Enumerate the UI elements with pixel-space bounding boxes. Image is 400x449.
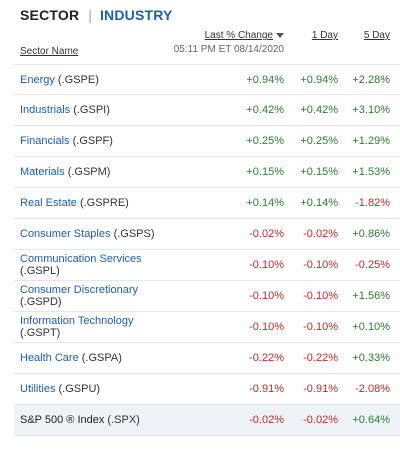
table-row: Real Estate (.GSPRE) +0.14% +0.14% -1.82… — [14, 188, 400, 219]
sector-name: Health Care — [20, 352, 79, 364]
table-row: Materials (.GSPM) +0.15% +0.15% +1.53% — [14, 157, 400, 188]
table-row: Energy (.GSPE) +0.94% +0.94% +2.28% — [14, 64, 400, 95]
timestamp: 05:11 PM ET 08/14/2020 — [173, 44, 284, 55]
sector-link[interactable]: Materials (.GSPM) — [20, 157, 180, 187]
sort-desc-icon — [276, 32, 284, 38]
sector-ticker: (.GSPT) — [20, 327, 61, 339]
table-row: Consumer Discretionary (.GSPD) -0.10% -0.… — [14, 281, 400, 312]
five-day-value: +3.10% — [352, 104, 390, 116]
sector-link[interactable]: Energy (.GSPE) — [20, 65, 180, 94]
last-change-value: -0.02% — [249, 228, 284, 240]
column-header-1-day-label: 1 Day — [311, 30, 338, 41]
sector-name: Information Technology — [20, 315, 134, 327]
last-change-value: +0.14% — [246, 197, 284, 209]
five-day-value: +2.28% — [352, 73, 390, 86]
column-header-5-day-label: 5 Day — [363, 30, 390, 41]
one-day-value: +0.42% — [300, 104, 338, 116]
sector-name: Financials — [20, 135, 70, 147]
sector-name: Industrials — [20, 104, 71, 116]
sector-link[interactable]: Information Technology (.GSPT) — [20, 312, 180, 342]
sector-ticker: (.GSPL) — [20, 265, 60, 277]
sector-link[interactable]: Health Care (.GSPA) — [20, 343, 180, 373]
tab-industry[interactable]: INDUSTRY — [99, 7, 173, 23]
last-change-value: +0.25% — [246, 135, 284, 147]
five-day-value: +0.86% — [352, 228, 390, 240]
five-day-value: +0.33% — [352, 352, 390, 364]
last-change-value: -0.22% — [249, 352, 284, 364]
five-day-value: -1.82% — [355, 197, 390, 209]
last-change-value: -0.10% — [249, 259, 284, 271]
last-change-value: +0.15% — [246, 166, 284, 178]
one-day-value: +0.94% — [300, 73, 338, 86]
one-day-value: -0.10% — [303, 259, 338, 271]
five-day-value: -0.25% — [355, 259, 390, 271]
tab-sector[interactable]: SECTOR — [20, 7, 80, 23]
table-row: Information Technology (.GSPT) -0.10% -0.… — [14, 312, 400, 343]
sector-link[interactable]: Real Estate (.GSPRE) — [20, 188, 180, 218]
sector-name: Consumer Staples — [20, 228, 111, 240]
last-change-value: -0.10% — [249, 321, 284, 333]
five-day-value: +0.10% — [352, 321, 390, 333]
sector-name: Communication Services — [20, 253, 142, 265]
table-row: Communication Services (.GSPL) -0.10% -0.… — [14, 250, 400, 281]
last-change-value: -0.91% — [249, 383, 284, 395]
sector-ticker: (.GSPA) — [81, 352, 122, 364]
sector-ticker: (.GSPI) — [73, 104, 110, 116]
index-name: S&P 500 ® Index (.SPX) — [20, 405, 180, 435]
sector-ticker: (.GSPRE) — [79, 197, 129, 209]
five-day-value: -2.08% — [355, 383, 390, 395]
column-header-5-day[interactable]: 5 Day — [352, 30, 390, 41]
last-change-value: -0.02% — [249, 414, 284, 426]
one-day-value: -0.91% — [303, 383, 338, 395]
five-day-value: +1.56% — [352, 290, 390, 302]
table-row: Utilities (.GSPU) -0.91% -0.91% -2.08% — [14, 374, 400, 405]
table-row: Financials (.GSPF) +0.25% +0.25% +1.29% — [14, 126, 400, 157]
one-day-value: -0.10% — [303, 290, 338, 302]
index-ticker: (.SPX) — [107, 414, 140, 426]
tab-separator: | — [88, 7, 92, 23]
one-day-value: -0.02% — [303, 228, 338, 240]
column-header-1-day[interactable]: 1 Day — [300, 30, 338, 41]
sector-ticker: (.GSPD) — [20, 296, 62, 308]
last-change-value: +0.94% — [246, 73, 284, 86]
column-header-sector-name-label: Sector Name — [20, 46, 79, 57]
one-day-value: +0.25% — [300, 135, 338, 147]
sector-ticker: (.GSPE) — [57, 73, 99, 86]
one-day-value: -0.22% — [303, 352, 338, 364]
five-day-value: +1.53% — [352, 166, 390, 178]
sector-name: Real Estate — [20, 197, 77, 209]
sector-ticker: (.GSPF) — [72, 135, 113, 147]
sector-name: Consumer Discretionary — [20, 284, 138, 296]
sector-industry-tabs: SECTOR | INDUSTRY — [20, 5, 173, 25]
one-day-value: -0.02% — [303, 414, 338, 426]
column-header-sector-name[interactable]: Sector Name — [20, 46, 78, 57]
five-day-value: +1.29% — [352, 135, 390, 147]
sector-link[interactable]: Consumer Staples (.GSPS) — [20, 219, 180, 249]
column-header-last-change-label: Last % Change — [204, 30, 273, 41]
last-change-value: +0.42% — [246, 104, 284, 116]
sector-name: Utilities — [20, 383, 56, 395]
sector-link[interactable]: Communication Services (.GSPL) — [20, 250, 180, 280]
sector-link[interactable]: Consumer Discretionary (.GSPD) — [20, 281, 180, 311]
table-row: Health Care (.GSPA) -0.22% -0.22% +0.33% — [14, 343, 400, 374]
sector-link[interactable]: Financials (.GSPF) — [20, 126, 180, 156]
one-day-value: +0.14% — [300, 197, 338, 209]
sector-link[interactable]: Utilities (.GSPU) — [20, 374, 180, 404]
sector-link[interactable]: Industrials (.GSPI) — [20, 95, 180, 125]
sector-ticker: (.GSPM) — [67, 166, 111, 178]
table-row: Consumer Staples (.GSPS) -0.02% -0.02% +… — [14, 219, 400, 250]
one-day-value: +0.15% — [300, 166, 338, 178]
sector-ticker: (.GSPS) — [113, 228, 155, 240]
last-change-value: -0.10% — [249, 290, 284, 302]
index-label: S&P 500 ® Index — [20, 414, 105, 426]
sector-table: Energy (.GSPE) +0.94% +0.94% +2.28% Indu… — [14, 64, 400, 436]
index-total-row: S&P 500 ® Index (.SPX) -0.02% -0.02% +0.… — [14, 405, 400, 436]
five-day-value: +0.64% — [352, 414, 390, 426]
sector-ticker: (.GSPU) — [58, 383, 101, 395]
column-header-last-change[interactable]: Last % Change — [200, 30, 284, 41]
sector-name: Materials — [20, 166, 65, 178]
sector-name: Energy — [20, 73, 55, 86]
table-row: Industrials (.GSPI) +0.42% +0.42% +3.10% — [14, 95, 400, 126]
one-day-value: -0.10% — [303, 321, 338, 333]
